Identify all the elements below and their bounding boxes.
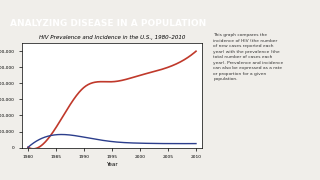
Legend: Active HIV/AIDS Infections, New HIV Infections: Active HIV/AIDS Infections, New HIV Infe… <box>53 179 171 180</box>
Text: This graph compares the
incidence of HIV (the number
of new cases reported each
: This graph compares the incidence of HIV… <box>213 33 284 81</box>
X-axis label: Year: Year <box>106 162 118 167</box>
Title: HIV Prevalence and Incidence in the U.S., 1980–2010: HIV Prevalence and Incidence in the U.S.… <box>39 35 185 40</box>
Text: ANALYZING DISEASE IN A POPULATION: ANALYZING DISEASE IN A POPULATION <box>10 19 206 28</box>
